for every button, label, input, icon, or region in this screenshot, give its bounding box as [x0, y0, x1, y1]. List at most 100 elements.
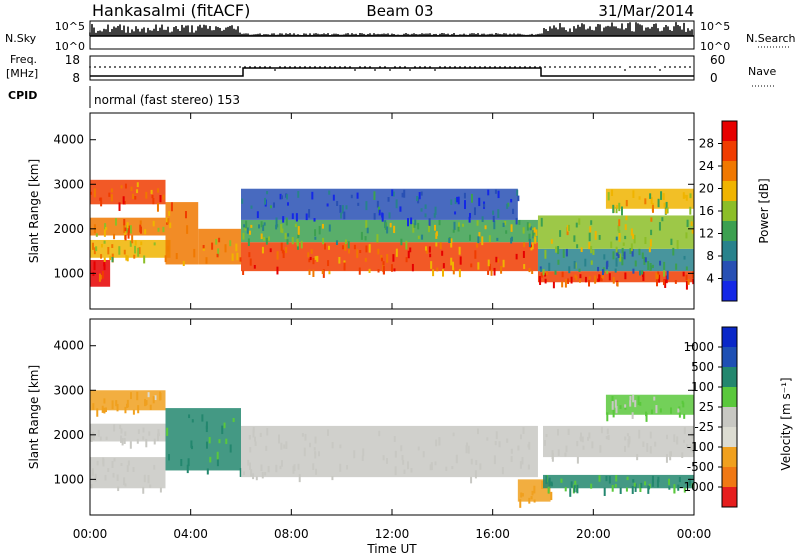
data-cell: [476, 242, 479, 248]
data-cell: [500, 266, 503, 274]
nave-dot: [679, 66, 681, 68]
data-cell: [692, 271, 695, 279]
data-cell: [598, 235, 601, 240]
data-cell: [216, 458, 219, 467]
data-cell: [470, 193, 473, 203]
data-cell: [147, 392, 150, 398]
nave-dot: [189, 66, 191, 68]
freq-tick-top: 18: [65, 53, 80, 67]
data-cell: [539, 279, 542, 285]
data-cell: [119, 424, 122, 429]
data-cell: [262, 224, 265, 231]
nave-dot: [224, 66, 226, 68]
nave-dot: [324, 66, 326, 68]
data-cell: [607, 434, 610, 441]
data-band: [543, 474, 694, 489]
data-cell: [282, 216, 285, 223]
data-cell: [269, 205, 272, 209]
data-cell: [658, 274, 661, 283]
data-cell: [624, 404, 627, 408]
data-cell: [103, 407, 106, 414]
data-cell: [265, 445, 268, 451]
data-cell: [615, 206, 618, 214]
data-cell: [615, 257, 618, 267]
data-cell: [298, 474, 301, 483]
nave-dot: [104, 66, 106, 68]
data-cell: [108, 192, 111, 197]
data-cell: [469, 234, 472, 241]
data-cell: [144, 398, 147, 407]
data-cell: [303, 447, 306, 457]
data-cell: [390, 264, 393, 272]
nave-dot: [234, 66, 236, 68]
nave-dot: [199, 66, 201, 68]
data-cell: [450, 199, 453, 205]
data-cell: [529, 226, 532, 231]
data-cell: [495, 256, 498, 263]
data-cell: [576, 440, 579, 447]
data-cell: [681, 400, 684, 404]
data-cell: [578, 218, 581, 225]
data-cell: [511, 236, 514, 242]
data-cell: [457, 222, 460, 230]
data-cell: [550, 482, 553, 487]
data-cell: [304, 433, 307, 441]
colorbar-segment: [722, 201, 737, 221]
data-cell: [338, 256, 341, 264]
data-cell: [167, 218, 170, 225]
power-colorbar-label: Power [dB]: [757, 178, 771, 243]
data-cell: [463, 192, 466, 199]
data-cell: [474, 250, 477, 259]
data-cell: [594, 275, 597, 284]
data-cell: [280, 460, 283, 467]
data-cell: [548, 262, 551, 271]
data-cell: [111, 256, 114, 263]
data-cell: [605, 435, 608, 440]
nave-dot: [94, 66, 96, 68]
x-tick-label: 16:00: [475, 527, 510, 541]
data-cell: [651, 264, 654, 269]
data-cell: [576, 456, 579, 464]
data-cell: [291, 213, 294, 220]
data-cell: [116, 403, 119, 412]
data-cell: [254, 441, 257, 447]
data-cell: [100, 197, 103, 207]
data-cell: [545, 433, 548, 438]
data-cell: [636, 454, 639, 461]
data-cell: [516, 189, 519, 196]
data-cell: [638, 429, 641, 439]
data-cell: [347, 241, 350, 249]
nave-dot: [564, 66, 566, 68]
data-cell: [113, 458, 116, 462]
nave-dot: [354, 69, 356, 71]
data-cell: [430, 462, 433, 471]
data-cell: [618, 233, 621, 242]
colorbar-segment: [722, 347, 737, 367]
data-cell: [663, 261, 666, 270]
data-cell: [646, 443, 649, 452]
data-cell: [616, 205, 619, 209]
colorbar-segment: [722, 387, 737, 407]
data-cell: [620, 206, 623, 216]
data-cell: [120, 185, 123, 189]
data-cell: [588, 232, 591, 242]
data-cell: [624, 436, 627, 441]
data-cell: [632, 394, 635, 403]
data-cell: [681, 452, 684, 458]
data-cell: [582, 445, 585, 450]
data-cell: [241, 198, 244, 204]
data-cell: [606, 270, 609, 274]
data-cell: [386, 226, 389, 234]
data-cell: [434, 224, 437, 231]
nave-dot: [674, 66, 676, 68]
data-cell: [133, 254, 136, 259]
data-cell: [393, 225, 396, 234]
data-cell: [463, 200, 466, 210]
colorbar-tick-label: 16: [699, 204, 714, 218]
nave-dot: [144, 66, 146, 68]
data-cell: [187, 458, 190, 467]
data-cell: [476, 220, 479, 226]
y-tick-label: 2000: [53, 222, 84, 236]
data-cell: [131, 235, 134, 244]
nave-dot: [134, 66, 136, 68]
